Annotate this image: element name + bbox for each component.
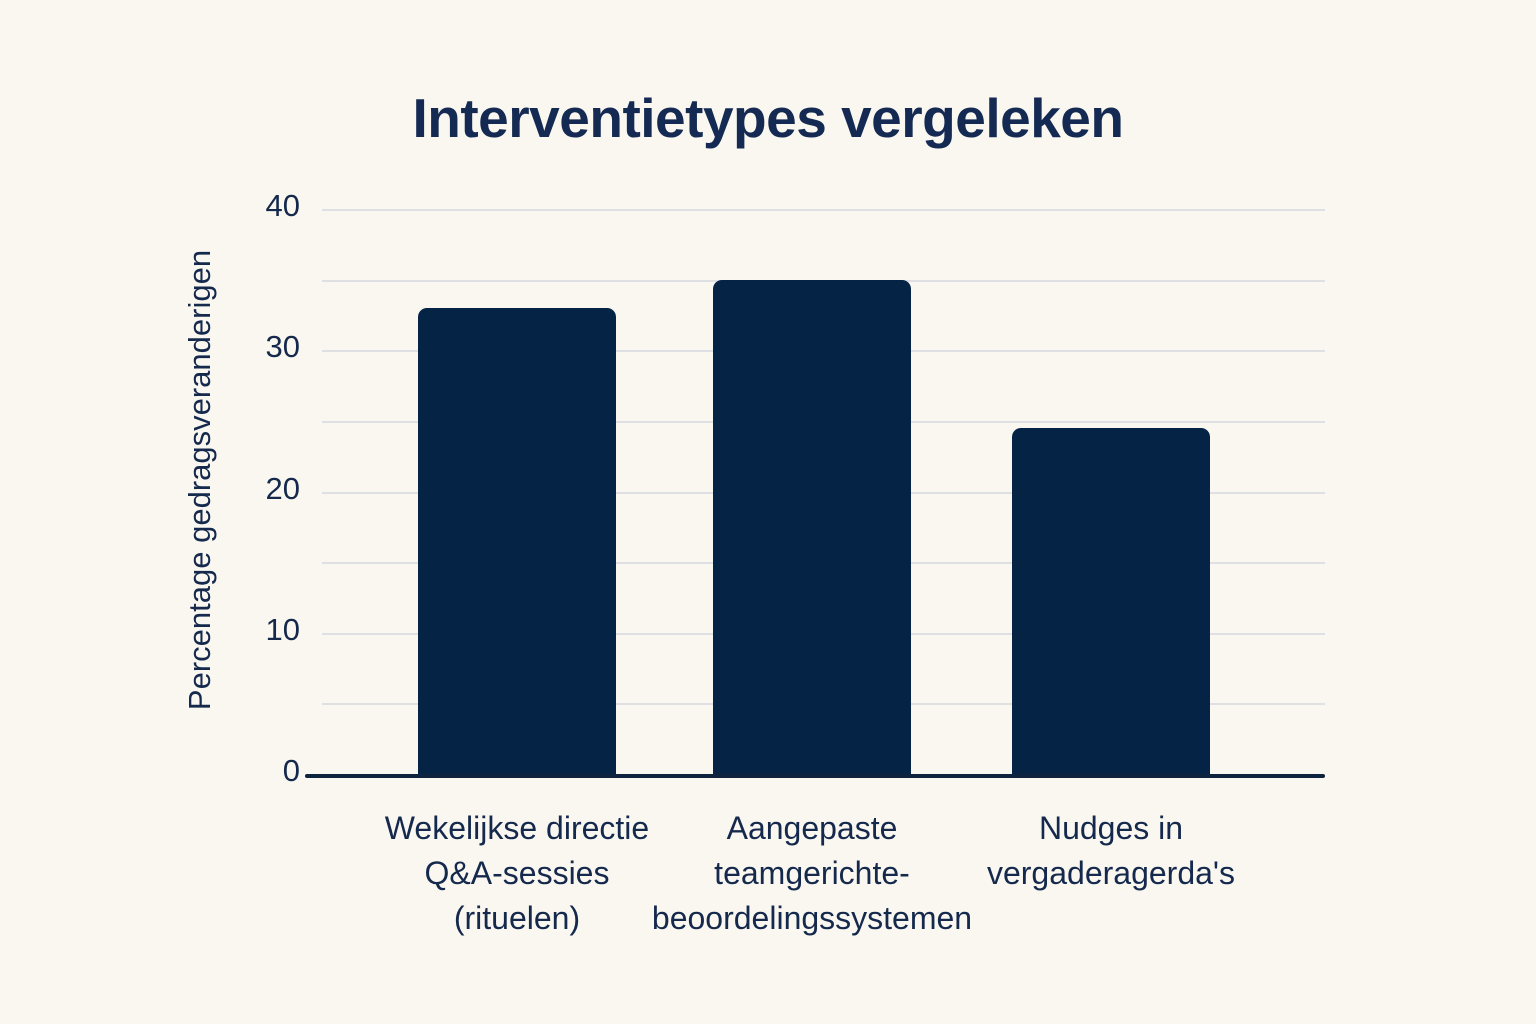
- bar: [418, 307, 616, 774]
- y-tick-label: 10: [265, 611, 300, 647]
- y-tick-labels-group: 0 10 20 30 40: [0, 0, 300, 1024]
- bar: [713, 279, 911, 774]
- y-tick-label: 20: [265, 470, 300, 506]
- y-tick-label: 0: [282, 753, 300, 788]
- x-category-label: Aangepaste teamgerichte- beoordelingssys…: [651, 810, 973, 936]
- bar: [1012, 427, 1210, 774]
- y-tick-label: 30: [265, 329, 300, 365]
- plot-area: [305, 195, 1325, 778]
- x-category-label: Wekelijkse directie Q&A-sessies (rituele…: [384, 810, 650, 936]
- y-tick-label: 40: [265, 188, 300, 223]
- x-axis-line: [305, 774, 1325, 778]
- chart-title: Interventietypes vergeleken: [412, 87, 1124, 149]
- gridline: [322, 209, 1325, 211]
- x-category-label: Nudges in vergaderagerda's: [986, 810, 1236, 891]
